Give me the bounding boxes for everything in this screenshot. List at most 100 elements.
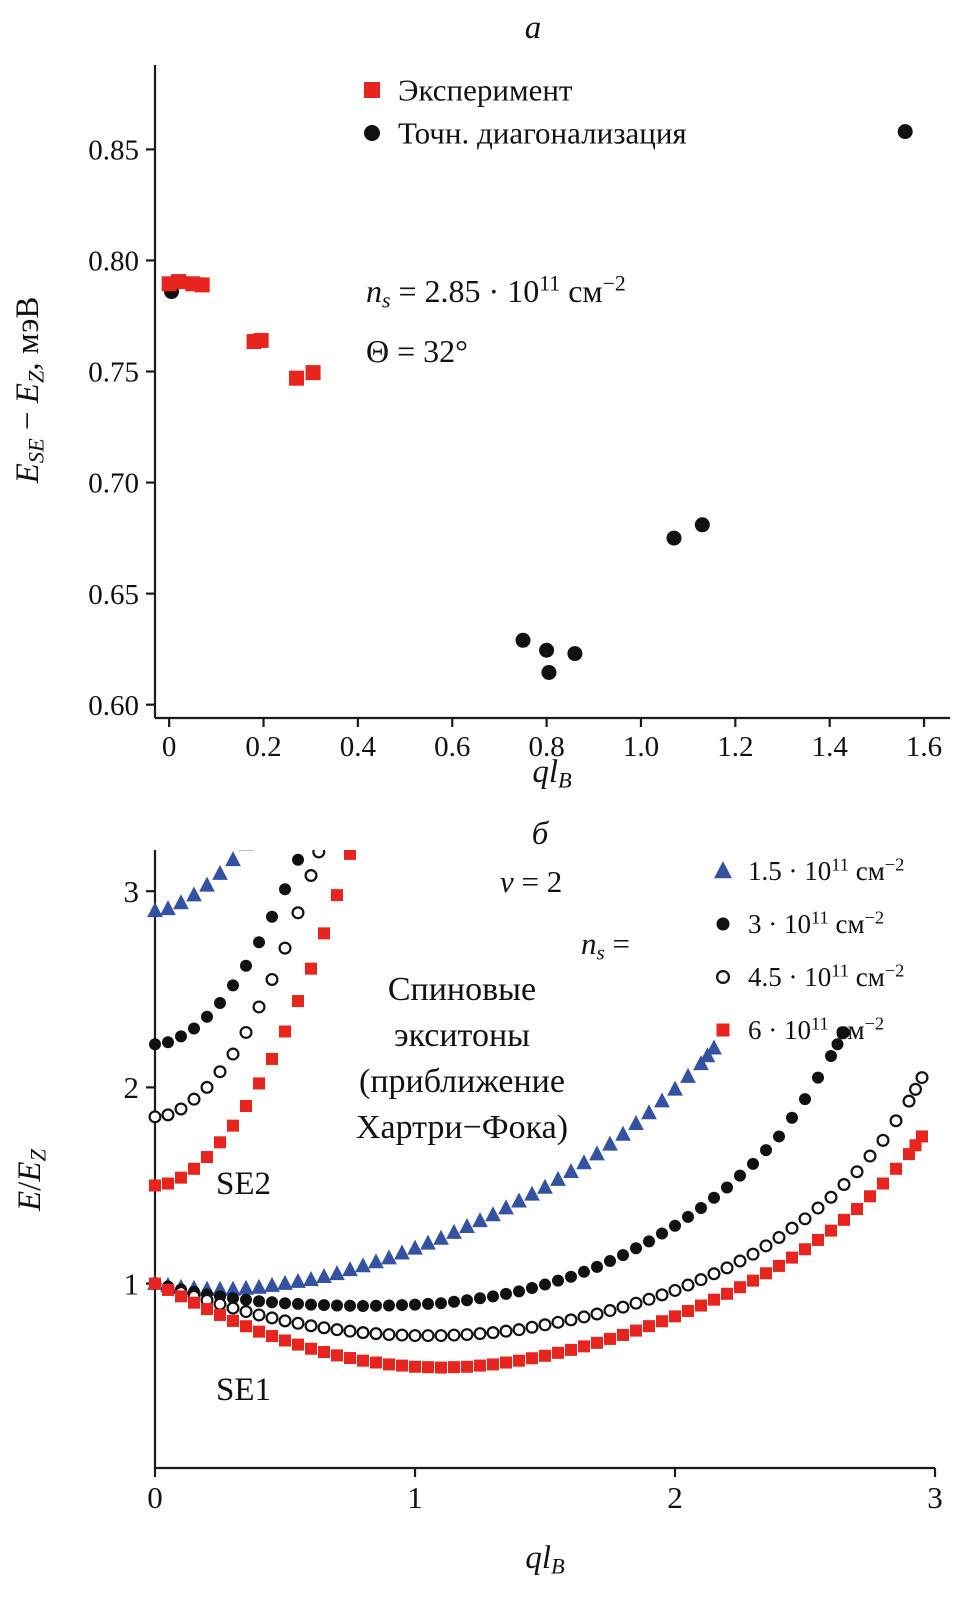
y-tick-label: 1 — [124, 1266, 140, 1301]
square-marker — [487, 1358, 499, 1371]
square-marker — [349, 830, 361, 842]
open-circle-marker — [715, 970, 730, 985]
annotation: ns = — [581, 926, 630, 964]
series-tochn-diagonalizaciya — [164, 124, 913, 680]
circle-marker — [825, 1050, 837, 1062]
triangle-marker — [537, 1178, 553, 1194]
axes — [146, 65, 950, 727]
legend-item: Эксперимент — [364, 73, 573, 108]
open-circle-marker — [174, 1102, 188, 1116]
square-marker — [409, 1360, 421, 1373]
circle-marker — [461, 1294, 473, 1307]
circle-marker — [539, 1278, 551, 1291]
square-marker — [383, 1358, 395, 1371]
square-marker — [578, 1340, 590, 1353]
open-circle-marker — [408, 1329, 422, 1343]
circle-marker — [279, 1297, 291, 1310]
circle-marker — [266, 910, 278, 923]
triangle-marker — [342, 1261, 358, 1277]
square-marker — [305, 365, 321, 381]
circle-marker — [149, 1038, 161, 1051]
circle-marker — [630, 1242, 642, 1255]
triangle-marker — [238, 1279, 254, 1295]
y-tick-label: 3 — [124, 874, 140, 909]
annotation: Хартри−Фока) — [356, 1109, 568, 1146]
y-tick-label: 0.60 — [88, 690, 139, 722]
legend-label: 6 · 1011 см−2 — [748, 1013, 884, 1045]
open-circle-marker — [889, 1114, 903, 1128]
open-circle-marker — [577, 1310, 591, 1324]
circle-marker — [643, 1235, 655, 1248]
open-circle-marker — [772, 1230, 786, 1244]
triangle-marker — [667, 1080, 683, 1096]
open-circle-marker — [915, 1071, 929, 1085]
square-marker — [266, 1330, 278, 1343]
circle-marker — [162, 1036, 174, 1049]
square-marker — [214, 1136, 226, 1149]
triangle-marker — [225, 851, 241, 867]
triangle-marker — [355, 1257, 371, 1273]
triangle-marker — [511, 1192, 527, 1208]
circle-marker — [435, 1297, 447, 1310]
square-marker — [318, 927, 330, 940]
open-circle-marker — [148, 1110, 162, 1124]
square-marker — [305, 962, 317, 975]
x-axis-label: qlB — [532, 754, 572, 793]
circle-marker — [364, 125, 380, 141]
square-marker — [812, 1233, 824, 1246]
open-circle-marker — [824, 1190, 838, 1204]
legend-label: Точн. диагонализация — [398, 116, 687, 151]
open-circle-marker — [356, 1326, 370, 1340]
circle-marker — [526, 1281, 538, 1294]
open-circle-marker — [239, 1025, 253, 1039]
open-circle-marker — [312, 850, 326, 859]
triangle-marker — [251, 1278, 267, 1294]
open-circle-marker — [837, 1178, 851, 1192]
circle-marker — [831, 1038, 844, 1051]
x-tick-label: 1.0 — [623, 731, 659, 763]
circle-marker — [721, 1181, 733, 1194]
square-marker — [708, 1293, 720, 1306]
open-circle-marker — [187, 1092, 201, 1106]
series-se1-6e11 — [149, 1130, 928, 1374]
annotation: Θ = 32° — [366, 333, 468, 369]
open-circle-marker — [278, 941, 292, 955]
triangle-marker — [654, 1092, 670, 1108]
circle-marker — [214, 997, 226, 1010]
square-marker — [474, 1359, 486, 1372]
x-tick-label: 2 — [667, 1480, 683, 1515]
open-circle-marker — [655, 1288, 669, 1302]
chart-panel-b: 0 1 2 3 1 2 3 б qlB E/EZ 1.5 · 1011 см−2 3 · 1011 с… — [12, 816, 943, 1579]
square-marker — [695, 1299, 707, 1312]
circle-marker — [747, 1157, 759, 1170]
x-tick-label: 1.2 — [717, 731, 753, 763]
open-circle-marker — [473, 1327, 487, 1341]
square-marker — [747, 1274, 759, 1287]
open-circle-marker — [291, 906, 305, 920]
y-axis-label: ESE − EZ, мэВ — [10, 297, 49, 485]
open-circle-marker — [551, 1315, 565, 1329]
series-se2-1p5e11 — [147, 850, 254, 918]
circle-marker — [253, 1295, 265, 1308]
square-marker — [617, 1328, 629, 1341]
series-group — [147, 830, 929, 1374]
square-marker — [838, 1213, 850, 1226]
series-group — [161, 124, 913, 680]
circle-marker — [897, 124, 913, 140]
legend-item: 6 · 1011 см−2 — [716, 1013, 884, 1045]
circle-marker — [396, 1299, 408, 1312]
triangle-marker — [316, 1268, 332, 1284]
square-marker — [289, 370, 305, 386]
circle-marker — [591, 1260, 603, 1273]
legend: 1.5 · 1011 см−2 3 · 1011 см−2 4.5 · 1011 с… — [714, 854, 904, 1045]
circle-marker — [541, 664, 557, 680]
square-marker — [877, 1177, 889, 1190]
circle-marker — [292, 853, 304, 866]
y-tick-label: 0.70 — [88, 468, 139, 500]
open-circle-marker — [304, 869, 318, 883]
open-circle-marker — [629, 1296, 643, 1310]
annotation: ns = 2.85 · 1011 см−2 — [366, 272, 626, 313]
triangle-marker — [147, 902, 163, 918]
legend-item: 1.5 · 1011 см−2 — [714, 854, 904, 886]
square-marker — [175, 1290, 187, 1303]
